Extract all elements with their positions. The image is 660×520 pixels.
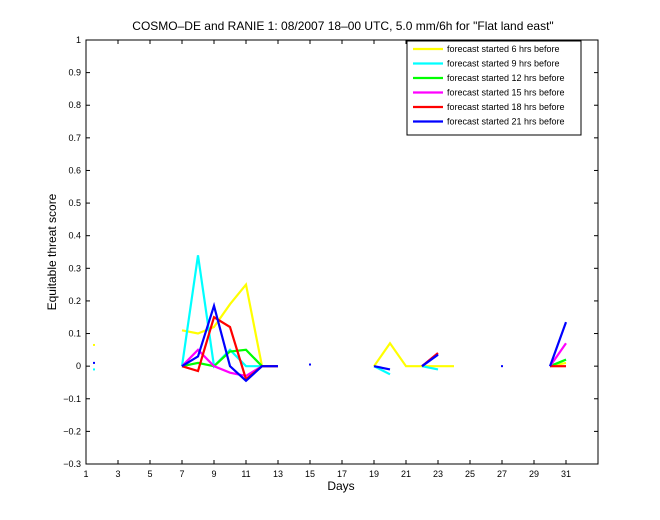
legend-label: forecast started 12 hrs before <box>447 73 565 83</box>
x-tick-label: 9 <box>211 469 216 479</box>
x-tick-label: 25 <box>465 469 475 479</box>
legend-label: forecast started 15 hrs before <box>447 88 565 98</box>
series-2-line <box>421 365 439 371</box>
y-tick-label: −0.1 <box>63 394 81 404</box>
x-tick-label: 29 <box>529 469 539 479</box>
series-6-line <box>548 321 568 367</box>
x-axis-label: Days <box>327 479 354 493</box>
chart-title: COSMO–DE and RANIE 1: 08/2007 18–00 UTC,… <box>132 19 553 33</box>
y-tick-label: 0.5 <box>68 198 81 208</box>
x-tick-label: 17 <box>337 469 347 479</box>
x-tick-label: 11 <box>241 469 250 479</box>
legend-label: forecast started 21 hrs before <box>447 117 565 127</box>
y-tick-label: 1 <box>76 35 81 45</box>
x-tick-label: 1 <box>83 469 88 479</box>
y-tick-label: 0.4 <box>68 231 81 241</box>
x-axis: 1 3 5 7 9 11 13 15 17 19 21 23 25 27 29 31 <box>83 40 571 479</box>
x-tick-label: 3 <box>115 469 120 479</box>
legend: forecast started 6 hrs before forecast st… <box>406 40 582 136</box>
y-tick-label: 0.8 <box>68 100 81 110</box>
y-tick-label: −0.3 <box>63 459 81 469</box>
legend-box <box>406 40 582 136</box>
x-tick-label: 31 <box>561 469 571 479</box>
x-tick-label: 5 <box>147 469 152 479</box>
x-tick-label: 27 <box>497 469 507 479</box>
y-tick-label: 0.9 <box>68 68 81 78</box>
x-tick-label: 13 <box>273 469 283 479</box>
series-layer <box>93 255 568 383</box>
y-tick-label: 0.1 <box>68 329 81 339</box>
legend-label: forecast started 9 hrs before <box>447 59 560 69</box>
legend-label: forecast started 18 hrs before <box>447 102 565 112</box>
y-tick-label: 0 <box>76 361 81 371</box>
y-axis: −0.3 −0.2 −0.1 0 0.1 0.2 0.3 0.4 0.5 0.6 0.7 0.8 0.9… <box>63 35 598 469</box>
x-tick-label: 23 <box>433 469 443 479</box>
series-1-line <box>373 341 454 368</box>
y-tick-label: 0.6 <box>68 165 81 175</box>
x-tick-label: 15 <box>305 469 315 479</box>
x-tick-label: 7 <box>179 469 184 479</box>
x-tick-label: 19 <box>369 469 379 479</box>
series-4-line <box>549 342 567 367</box>
y-tick-label: 0.7 <box>68 133 81 143</box>
x-tick-label: 21 <box>401 469 411 479</box>
series-6-line <box>181 301 278 383</box>
y-tick-label: 0.3 <box>68 263 81 273</box>
y-axis-label: Equitable threat score <box>45 193 59 310</box>
y-tick-label: 0.2 <box>68 296 81 306</box>
legend-label: forecast started 6 hrs before <box>447 44 560 54</box>
series-6-line <box>421 353 439 368</box>
y-tick-label: −0.2 <box>63 426 81 436</box>
series-6 <box>93 301 568 383</box>
series-6-line <box>373 365 391 371</box>
